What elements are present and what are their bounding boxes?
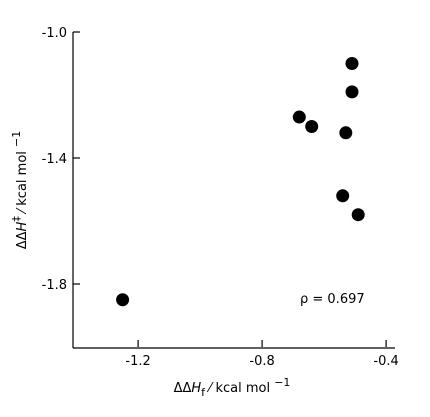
y-tick-label: -1.4 — [42, 152, 67, 167]
y-tick-label: -1.0 — [42, 26, 67, 41]
point — [339, 126, 353, 140]
point — [336, 189, 350, 203]
point — [292, 110, 306, 124]
x-tick-label: -0.4 — [373, 354, 398, 369]
x-label-part: H — [191, 381, 201, 396]
x-tick-label: -1.2 — [125, 354, 150, 369]
y-label-part: −1 — [10, 131, 23, 147]
point — [351, 208, 365, 222]
x-axis-label: ΔΔHf ⁄ kcal mol −1 — [174, 376, 291, 399]
y-label-part: ΔΔ — [15, 231, 30, 249]
y-label-part: ⁄ kcal mol — [15, 147, 30, 216]
point — [345, 57, 359, 70]
x-label-part: f — [201, 386, 206, 399]
x-tick-label: -0.8 — [249, 354, 274, 369]
point — [305, 120, 319, 133]
y-label-part: H — [15, 221, 30, 231]
y-axis-label: ΔΔH‡ ⁄ kcal mol −1 — [10, 131, 30, 249]
x-label-part: ⁄ kcal mol — [205, 381, 274, 396]
point — [345, 85, 359, 99]
y-tick-label: -1.8 — [42, 278, 67, 293]
annotation: ρ = 0.697 — [300, 292, 365, 307]
y-label-part: ‡ — [10, 216, 23, 222]
point — [116, 293, 130, 307]
x-label-part: −1 — [274, 376, 290, 389]
x-label-part: ΔΔ — [174, 381, 192, 396]
